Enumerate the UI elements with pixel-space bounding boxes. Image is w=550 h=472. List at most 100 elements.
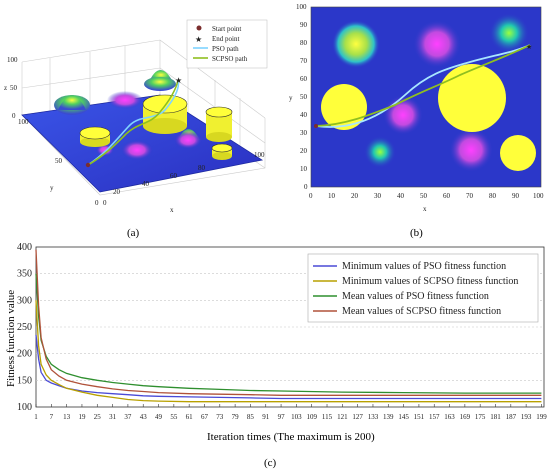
map-peak (489, 13, 529, 53)
series-line-3 (35, 273, 542, 394)
legend-series-4-label: Mean values of SCPSO fitness function (342, 306, 501, 317)
cylinder-obstacle (142, 94, 188, 134)
y-tick: 0 (95, 199, 99, 207)
b-y-axis-label: y (289, 94, 293, 102)
z-tick: 100 (7, 56, 18, 64)
x-tick-label: 19 (78, 413, 86, 421)
x-tick-label: 157 (429, 413, 440, 421)
series-line-4 (35, 249, 542, 396)
scpso-path-2d (315, 44, 531, 127)
chart-x-ticks: 1 7 13 19 25 31 37 43 49 55 61 67 73 79 85 91 97 103 109 11… (34, 413, 547, 421)
x-tick-label: 139 (383, 413, 394, 421)
x-tick-label: 49 (155, 413, 163, 421)
panel-b-axes: 0 10 20 30 40 50 60 70 80 90 100 0 10 20… (289, 3, 544, 213)
start-point-marker (85, 162, 91, 168)
chart-y-axis-label: Fitness function value (5, 290, 17, 387)
x-tick-label: 187 (506, 413, 517, 421)
x-tick-label: 133 (368, 413, 379, 421)
scpso-path-3d (87, 79, 179, 166)
legend-series-1-label: Minimum values of PSO fitness function (342, 261, 506, 272)
x-tick: 80 (198, 164, 206, 172)
legend-series-2-label: Minimum values of SCPSO fitness function (342, 276, 518, 287)
map-peak (413, 20, 461, 68)
x-tick: 40 (142, 180, 150, 188)
x-tick-label: 25 (94, 413, 102, 421)
x-tick: 0 (103, 199, 107, 207)
y-tick-label: 300 (17, 295, 32, 306)
x-tick-label: 13 (63, 413, 71, 421)
x-tick-label: 175 (475, 413, 486, 421)
x-tick-label: 151 (414, 413, 425, 421)
b-y-tick: 60 (300, 75, 308, 83)
b-y-tick: 40 (300, 111, 308, 119)
y-tick-label: 250 (17, 322, 32, 333)
terrain-magenta-blob (121, 140, 153, 160)
pso-path-3d (87, 79, 180, 166)
cylinder-obstacle (79, 126, 111, 147)
map-peak (332, 20, 380, 68)
b-x-axis-label: x (423, 205, 427, 213)
b-y-tick: 0 (304, 183, 308, 191)
map-start-point (314, 124, 318, 128)
b-y-tick: 80 (300, 39, 308, 47)
b-x-tick: 0 (309, 192, 313, 200)
x-tick-label: 163 (444, 413, 455, 421)
y-tick-label: 200 (17, 349, 32, 360)
map-obstacle (500, 135, 536, 171)
b-x-tick: 50 (420, 192, 428, 200)
y-tick: 100 (18, 118, 29, 126)
chart-x-axis-label: Iteration times (The maximum is 200) (207, 431, 375, 443)
chart-gridlines (35, 273, 544, 407)
x-tick-label: 169 (460, 413, 471, 421)
x-tick-label: 199 (536, 413, 547, 421)
x-tick: 60 (170, 172, 178, 180)
x-tick-label: 61 (186, 413, 194, 421)
panel-b: ★ 0 10 20 30 40 50 60 70 80 90 100 0 10 … (289, 3, 544, 239)
x-tick-label: 7 (50, 413, 54, 421)
b-x-tick: 30 (374, 192, 382, 200)
b-y-tick: 30 (300, 129, 308, 137)
series-line-2 (35, 300, 542, 403)
cylinder-obstacle (211, 143, 233, 160)
legend-end-label: End point (212, 35, 239, 43)
b-y-tick: 70 (300, 57, 308, 65)
x-tick-label: 97 (278, 413, 286, 421)
chart-legend: Minimum values of PSO fitness function M… (307, 253, 539, 323)
y-axis-label: y (50, 184, 54, 192)
panel-a-caption: (a) (127, 227, 140, 239)
y-tick-label: 400 (17, 242, 32, 253)
b-x-tick: 40 (397, 192, 405, 200)
b-y-tick: 10 (300, 165, 308, 173)
x-tick-label: 43 (140, 413, 148, 421)
b-y-tick: 50 (300, 93, 308, 101)
x-tick-label: 109 (306, 413, 317, 421)
panel-b-caption: (b) (410, 227, 423, 239)
b-x-tick: 20 (351, 192, 359, 200)
x-tick-label: 55 (170, 413, 178, 421)
panel-a-legend: Start point ★ End point PSO path SCPSO p… (186, 19, 268, 69)
map-peak (364, 136, 396, 168)
z-axis-label: z (4, 84, 7, 92)
chart-y-ticks: 100 150 200 250 300 350 400 (17, 242, 32, 413)
terrain-peak (144, 77, 176, 91)
pso-path-2d (315, 44, 531, 128)
y-tick: 50 (55, 157, 63, 165)
map-peak (449, 128, 493, 172)
x-tick-label: 85 (247, 413, 255, 421)
x-tick-label: 115 (322, 413, 333, 421)
x-axis-label: x (170, 206, 174, 214)
x-tick-label: 103 (291, 413, 302, 421)
b-x-tick: 100 (533, 192, 544, 200)
x-tick: 20 (113, 188, 121, 196)
cylinder-obstacle (205, 106, 233, 142)
x-tick-label: 127 (352, 413, 363, 421)
b-y-tick: 100 (296, 3, 307, 11)
x-tick-label: 193 (521, 413, 532, 421)
legend-end-marker: ★ (195, 35, 202, 44)
b-x-tick: 90 (512, 192, 520, 200)
y-tick-label: 350 (17, 269, 32, 280)
end-point-marker: ★ (175, 76, 182, 85)
legend-start-label: Start point (212, 25, 241, 33)
z-tick: 50 (10, 84, 18, 92)
b-x-tick: 60 (443, 192, 451, 200)
